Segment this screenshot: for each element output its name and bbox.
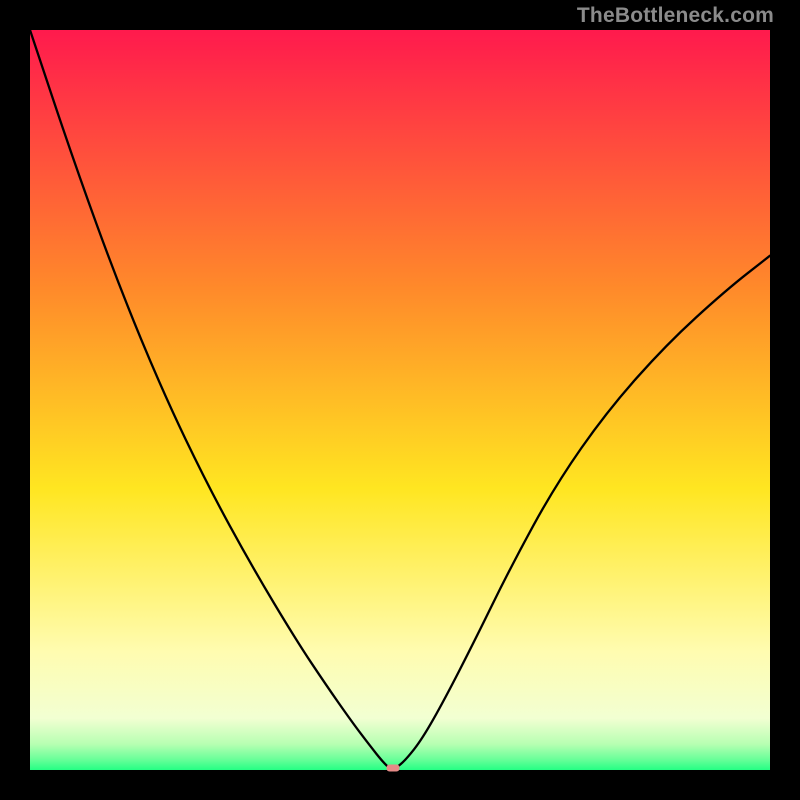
plot-area: [30, 30, 770, 770]
optimal-point-marker: [386, 764, 399, 771]
chart-root: TheBottleneck.com: [0, 0, 800, 800]
bottleneck-curve-path: [30, 30, 770, 770]
watermark-text: TheBottleneck.com: [577, 4, 774, 28]
bottleneck-curve: [30, 30, 770, 770]
